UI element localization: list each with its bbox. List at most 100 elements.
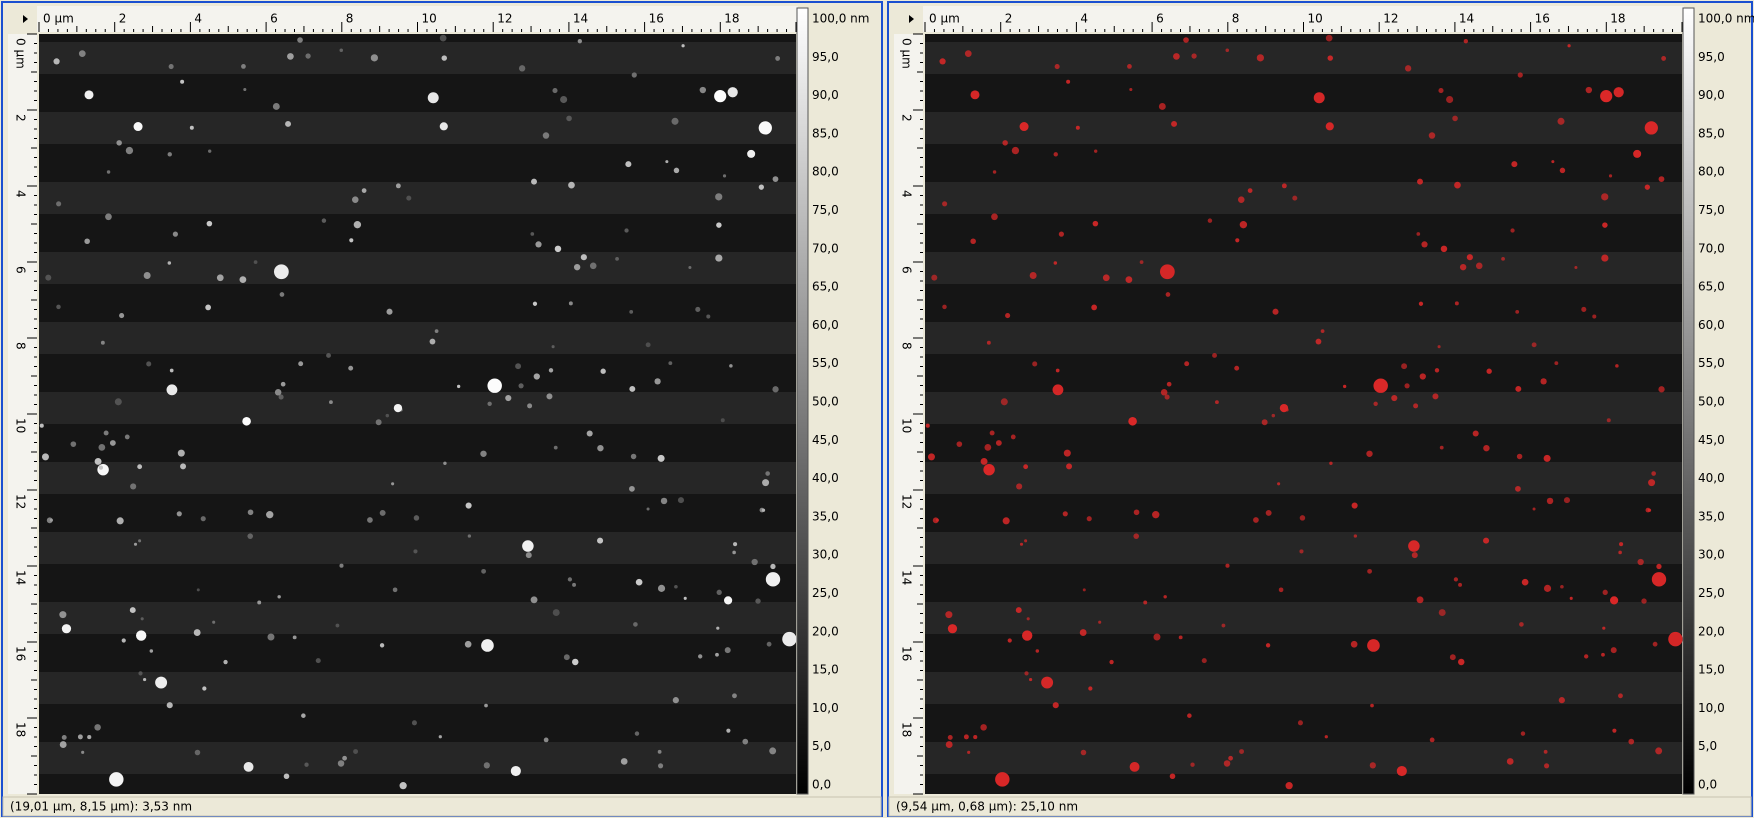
particle bbox=[115, 398, 122, 405]
particle bbox=[53, 58, 59, 64]
particle bbox=[1659, 176, 1665, 182]
scan-band bbox=[925, 182, 1682, 214]
particle bbox=[98, 444, 105, 451]
particle bbox=[367, 517, 373, 523]
particle bbox=[1066, 463, 1072, 469]
particle bbox=[1600, 90, 1612, 102]
particle bbox=[481, 639, 494, 652]
particle bbox=[926, 424, 930, 428]
particle bbox=[531, 596, 538, 603]
particle bbox=[717, 590, 722, 595]
particle bbox=[1066, 80, 1070, 84]
particle bbox=[1152, 511, 1159, 518]
particle bbox=[1143, 600, 1147, 604]
particle bbox=[1476, 263, 1483, 270]
particle bbox=[1020, 122, 1029, 131]
scan-band bbox=[39, 392, 796, 424]
particle bbox=[578, 39, 582, 43]
particle bbox=[247, 533, 253, 539]
particle bbox=[981, 458, 988, 465]
particle bbox=[505, 395, 511, 401]
particle bbox=[284, 773, 290, 779]
particle bbox=[393, 588, 398, 593]
particle bbox=[340, 49, 344, 53]
particle bbox=[684, 597, 687, 600]
particle bbox=[1638, 559, 1644, 565]
particle bbox=[281, 382, 286, 387]
particle bbox=[1519, 622, 1524, 627]
particle bbox=[56, 305, 60, 309]
particle bbox=[1272, 414, 1275, 417]
particle bbox=[400, 782, 407, 789]
particle bbox=[481, 569, 486, 574]
particle bbox=[942, 201, 947, 206]
particle bbox=[773, 176, 779, 182]
particle bbox=[1501, 257, 1505, 261]
particle bbox=[1298, 720, 1303, 725]
left-ruler-label: 10 bbox=[900, 418, 914, 433]
colorbar-label: 80,0 bbox=[1698, 165, 1725, 179]
particle bbox=[1367, 639, 1380, 652]
colorbar-label: 60,0 bbox=[812, 318, 839, 332]
particle bbox=[985, 465, 989, 469]
particle bbox=[564, 654, 570, 660]
particle bbox=[1655, 747, 1662, 754]
particle bbox=[1421, 241, 1427, 247]
particle bbox=[1544, 585, 1551, 592]
left-ruler-label: 12 bbox=[14, 494, 28, 509]
particle bbox=[1352, 502, 1358, 508]
particle bbox=[376, 419, 382, 425]
particle bbox=[280, 292, 285, 297]
particle bbox=[248, 509, 254, 515]
left-ruler-label: 4 bbox=[14, 190, 28, 198]
particle bbox=[1286, 782, 1293, 789]
particle bbox=[1515, 486, 1521, 492]
top-ruler-label: 0 µm bbox=[929, 12, 960, 26]
scan-band bbox=[39, 322, 796, 354]
particle bbox=[678, 497, 684, 503]
particle bbox=[1510, 228, 1514, 232]
particle bbox=[62, 624, 71, 633]
particle bbox=[466, 502, 472, 508]
top-ruler-label: 18 bbox=[1610, 12, 1625, 26]
scan-band bbox=[925, 602, 1682, 634]
colorbar-label: 90,0 bbox=[1698, 88, 1725, 102]
particle bbox=[1544, 750, 1548, 754]
particle bbox=[457, 385, 460, 388]
particle bbox=[624, 228, 628, 232]
particle bbox=[1088, 686, 1092, 690]
particle bbox=[1064, 450, 1071, 457]
particle bbox=[1235, 238, 1239, 242]
particle bbox=[1020, 543, 1023, 546]
scan-band bbox=[39, 252, 796, 284]
particle bbox=[658, 750, 662, 754]
particle bbox=[168, 261, 171, 264]
particle bbox=[759, 185, 764, 190]
colorbar-label: 15,0 bbox=[1698, 663, 1725, 677]
particle bbox=[587, 430, 593, 436]
particle bbox=[1103, 274, 1110, 281]
particle bbox=[1282, 183, 1287, 188]
particle bbox=[1226, 49, 1230, 53]
particle bbox=[636, 579, 643, 586]
particle bbox=[439, 735, 442, 738]
particle bbox=[1008, 638, 1012, 642]
particle bbox=[180, 463, 186, 469]
particle bbox=[144, 272, 151, 279]
particle bbox=[1041, 677, 1053, 689]
particle bbox=[208, 149, 211, 152]
particle bbox=[125, 435, 130, 440]
particle bbox=[1055, 64, 1060, 69]
particle bbox=[1002, 140, 1008, 146]
scan-band bbox=[39, 602, 796, 634]
particle bbox=[544, 738, 549, 743]
particle bbox=[1373, 402, 1377, 406]
particle bbox=[435, 329, 439, 333]
particle bbox=[1228, 756, 1233, 761]
particle bbox=[126, 147, 133, 154]
particle bbox=[430, 339, 436, 345]
particle bbox=[84, 238, 90, 244]
top-ruler-label: 6 bbox=[1156, 12, 1164, 26]
particle bbox=[104, 430, 109, 435]
